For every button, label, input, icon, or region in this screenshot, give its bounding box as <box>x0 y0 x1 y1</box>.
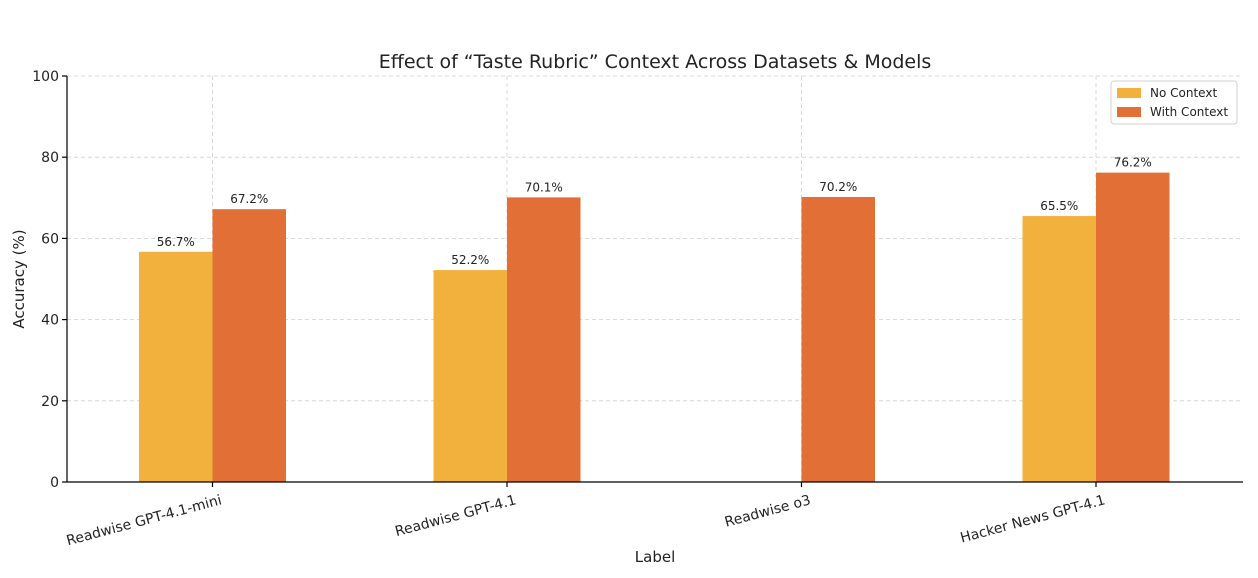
y-tick-label: 40 <box>41 313 59 329</box>
data-label-with-context-hacker-news-gpt-4-1: 76.2% <box>1114 156 1152 170</box>
y-tick-label: 80 <box>41 150 59 166</box>
data-label-with-context-readwise-o3: 70.2% <box>819 180 857 194</box>
bar-no-context-hacker-news-gpt-4-1 <box>1022 216 1096 482</box>
legend-swatch-no-context <box>1117 88 1141 98</box>
y-axis-label: Accuracy (%) <box>10 229 28 328</box>
x-tick-label: Readwise GPT-4.1-mini <box>65 492 224 549</box>
legend: No Context With Context <box>1110 80 1238 125</box>
x-tick-label: Readwise GPT-4.1 <box>393 492 518 540</box>
data-label-no-context-readwise-gpt-4-1: 52.2% <box>451 253 489 267</box>
data-label-no-context-hacker-news-gpt-4-1: 65.5% <box>1040 199 1078 213</box>
y-tick-label: 20 <box>41 394 59 410</box>
chart-title: Effect of “Taste Rubric” Context Across … <box>379 51 932 73</box>
data-labels-layer: 56.7% 52.2% 65.5% 67.2% 70.1% 70.2% 76.2% <box>157 156 1152 267</box>
y-tick-label: 100 <box>32 69 59 85</box>
bar-with-context-readwise-o3 <box>801 196 875 482</box>
bar-with-context-readwise-gpt-4-1 <box>507 197 581 483</box>
bar-no-context-readwise-gpt-4-1-mini <box>139 251 213 482</box>
bar-no-context-readwise-gpt-4-1 <box>433 270 507 482</box>
bars-layer <box>139 172 1170 483</box>
bar-with-context-hacker-news-gpt-4-1 <box>1096 172 1170 483</box>
y-tick-label: 0 <box>50 475 59 491</box>
x-tick-label: Hacker News GPT-4.1 <box>959 492 1107 546</box>
legend-swatch-with-context <box>1117 107 1141 117</box>
data-label-with-context-readwise-gpt-4-1: 70.1% <box>525 180 563 194</box>
data-label-with-context-readwise-gpt-4-1-mini: 67.2% <box>230 192 268 206</box>
bar-with-context-readwise-gpt-4-1-mini <box>212 209 286 482</box>
data-label-no-context-readwise-gpt-4-1-mini: 56.7% <box>157 235 195 249</box>
legend-box <box>1110 80 1238 125</box>
legend-label-no-context: No Context <box>1150 86 1217 100</box>
x-axis-label: Label <box>635 548 675 566</box>
legend-label-with-context: With Context <box>1150 105 1228 119</box>
y-tick-label: 60 <box>41 231 59 247</box>
x-tick-label: Readwise o3 <box>723 492 812 530</box>
